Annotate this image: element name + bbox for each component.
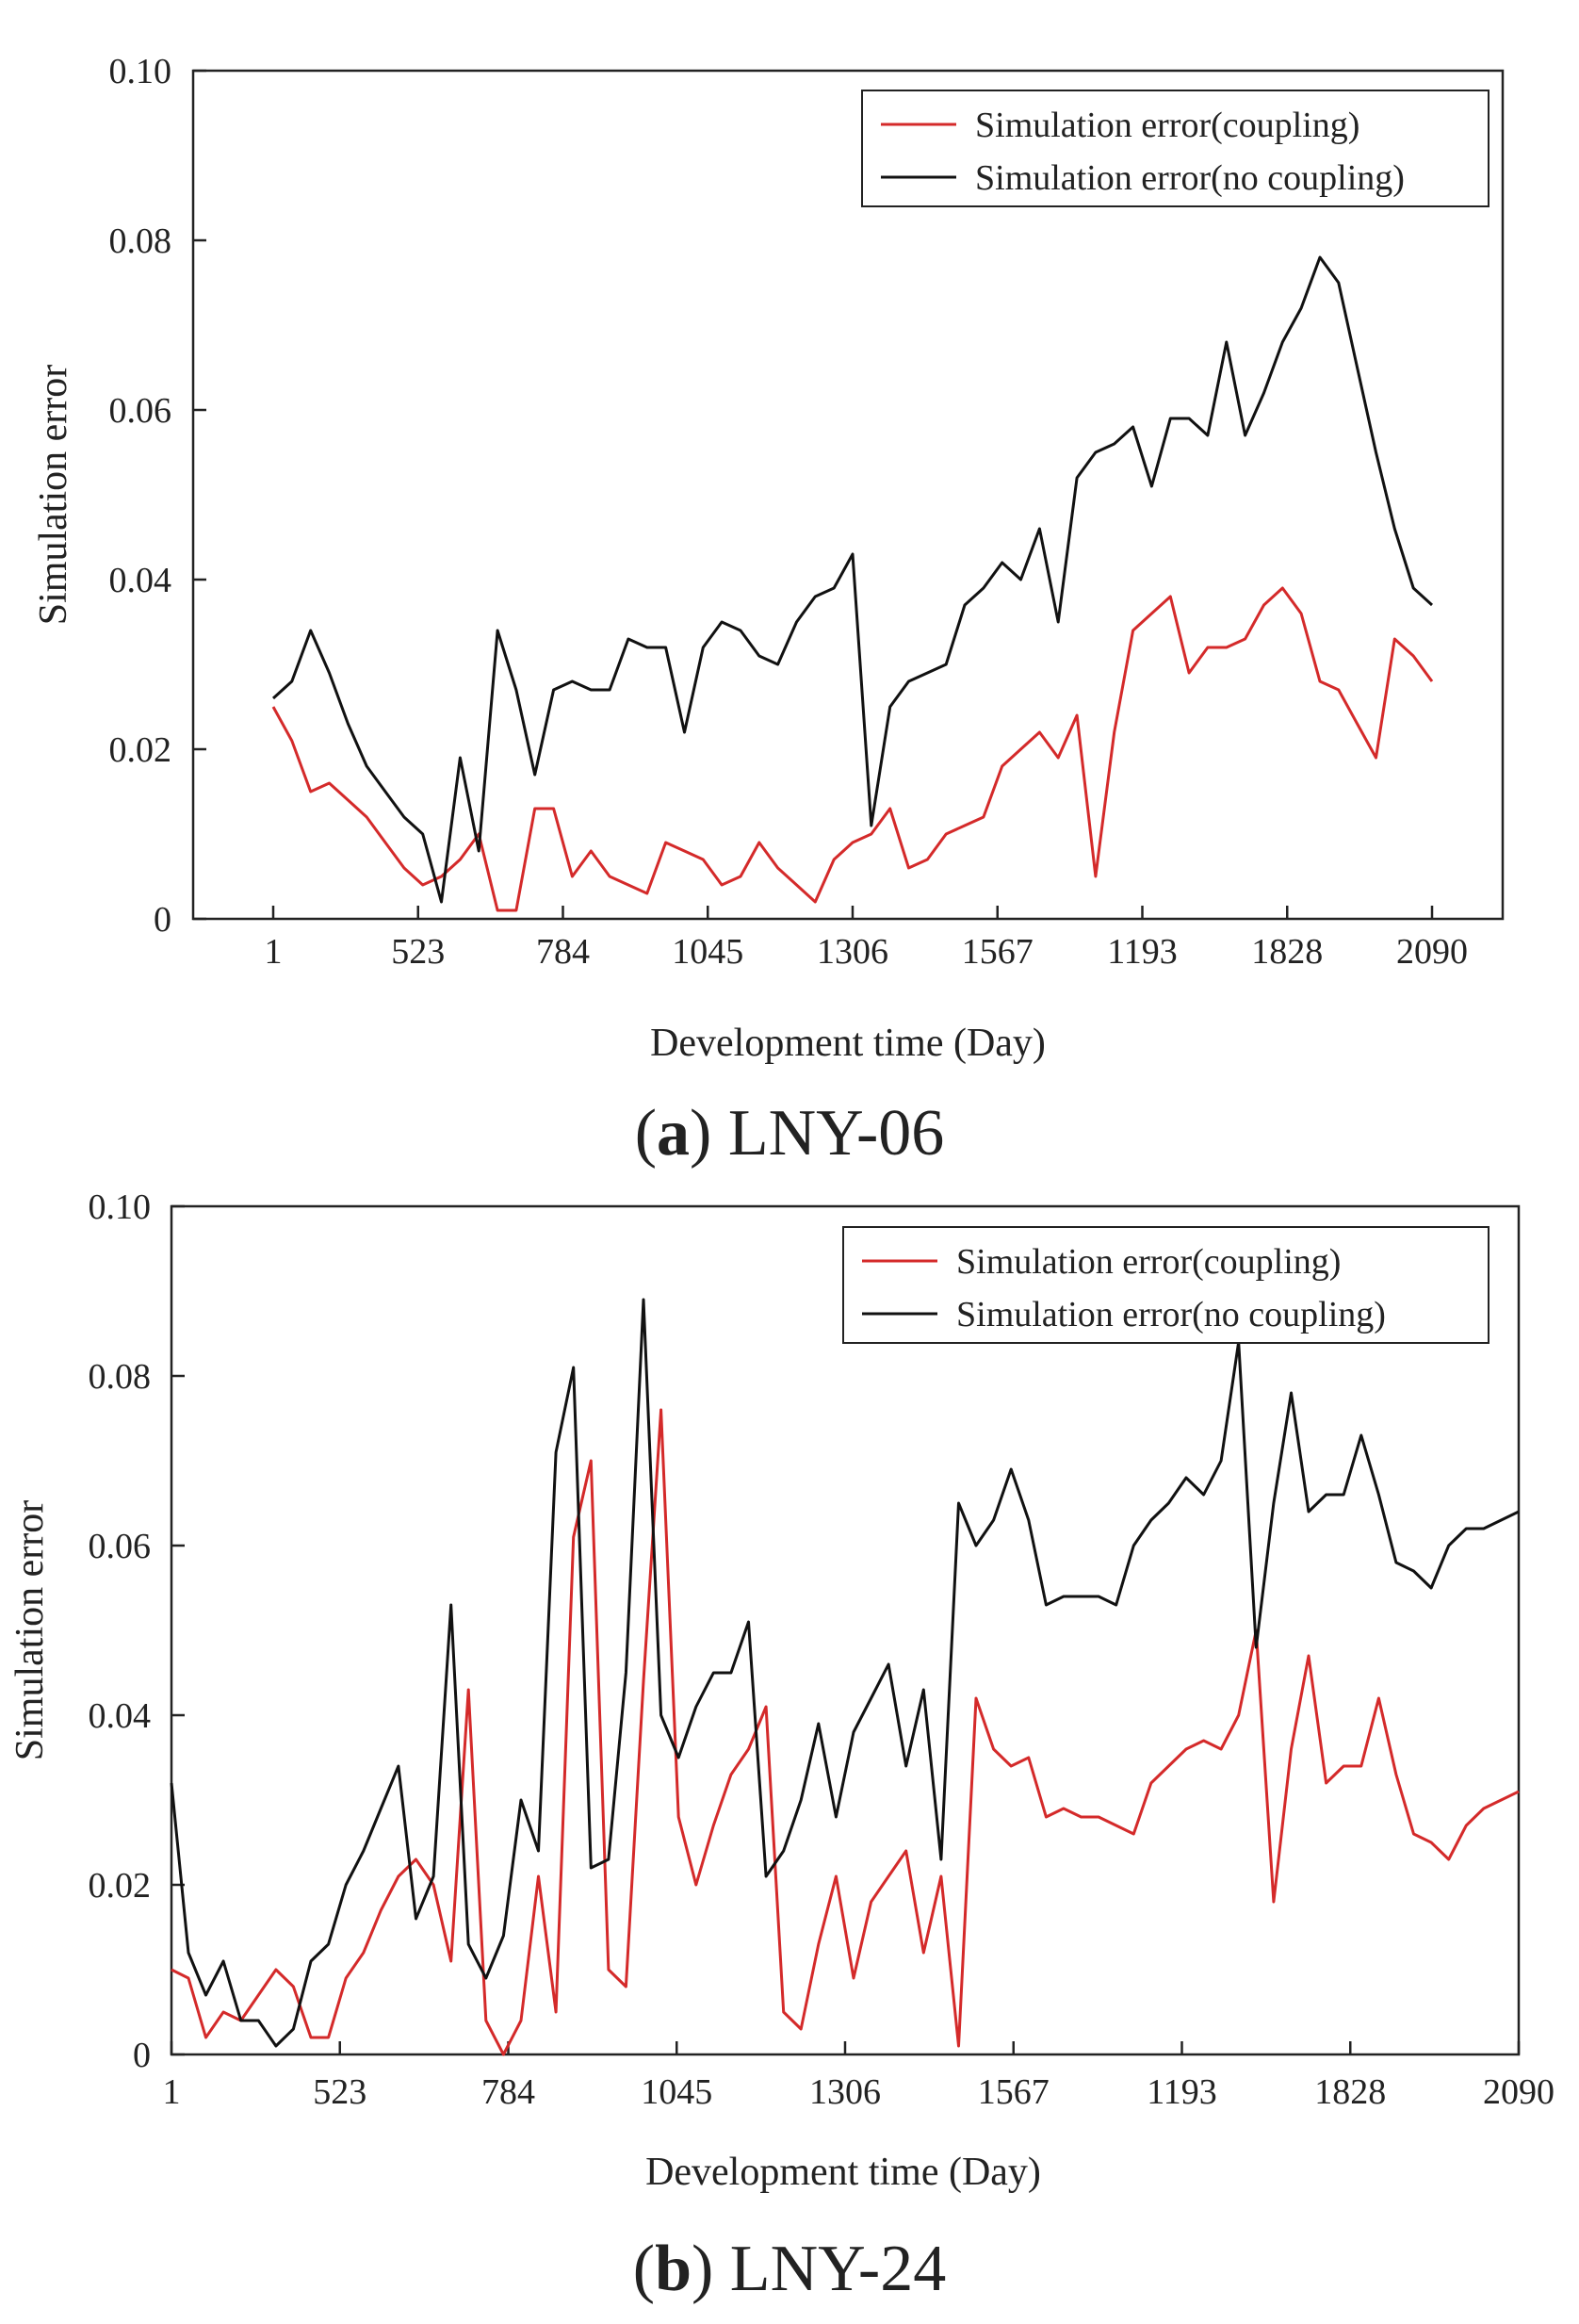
series-line-no-coupling — [170, 1298, 1520, 2048]
y-tick-label: 0.02 — [89, 1866, 152, 1906]
caption: (b) LNY-24 — [633, 2233, 946, 2305]
legend-label-no-coupling: Simulation error(no coupling) — [956, 1295, 1386, 1334]
y-tick-label: 0.06 — [109, 391, 172, 431]
chart-lny-06: 0 0.02 0.04 0.06 0.08 0.10 1 523 784 1045 1306 156… — [32, 52, 1505, 1170]
caption-rest: ) LNY-24 — [692, 2233, 946, 2305]
series-lines — [271, 255, 1434, 912]
x-tick-label: 1828 — [1251, 932, 1323, 972]
x-tick-label: 1 — [163, 2072, 181, 2112]
y-axis: 0 0.02 0.04 0.06 0.08 0.10 — [109, 52, 206, 940]
x-tick-label: 1828 — [1314, 2072, 1386, 2112]
caption-open: ( — [633, 2233, 655, 2305]
y-tick-label: 0.06 — [89, 1527, 152, 1566]
chart-lny-24: 0 0.02 0.04 0.06 0.08 0.10 1 523 784 1045 1306 156… — [8, 1187, 1555, 2305]
y-axis-title: Simulation error — [8, 1500, 52, 1760]
x-axis: 1 523 784 1045 1306 1567 1193 1828 2090 — [163, 2041, 1555, 2112]
legend-label-coupling: Simulation error(coupling) — [956, 1242, 1341, 1282]
y-tick-label: 0.10 — [109, 52, 172, 91]
legend: Simulation error(coupling) Simulation er… — [861, 90, 1489, 207]
y-tick-label: 0 — [133, 2036, 151, 2075]
x-tick-label: 523 — [391, 932, 445, 972]
legend: Simulation error(coupling) Simulation er… — [842, 1226, 1489, 1344]
series-line-coupling — [271, 586, 1434, 912]
x-tick-label: 523 — [313, 2072, 366, 2112]
caption-letter: b — [655, 2233, 692, 2305]
x-tick-label: 1045 — [641, 2072, 712, 2112]
x-tick-label: 1567 — [978, 2072, 1050, 2112]
x-axis: 1 523 784 1045 1306 1567 1193 1828 2090 — [265, 906, 1468, 972]
y-tick-label: 0.04 — [89, 1696, 152, 1736]
x-axis-title: Development time (Day) — [650, 1022, 1046, 1065]
y-tick-label: 0.04 — [109, 561, 172, 600]
caption-letter: a — [657, 1097, 690, 1170]
series-line-coupling — [171, 1408, 1520, 2056]
x-tick-label: 1306 — [809, 2072, 881, 2112]
y-axis: 0 0.02 0.04 0.06 0.08 0.10 — [89, 1187, 185, 2075]
y-tick-label: 0.10 — [89, 1187, 152, 1227]
x-tick-label: 784 — [481, 2072, 535, 2112]
y-tick-label: 0.08 — [109, 221, 172, 261]
y-tick-label: 0 — [154, 900, 171, 940]
legend-label-coupling: Simulation error(coupling) — [975, 106, 1359, 145]
x-tick-label: 784 — [536, 932, 590, 972]
plot-frame — [191, 69, 1505, 921]
x-tick-label: 1045 — [672, 932, 743, 972]
legend-label-no-coupling: Simulation error(no coupling) — [975, 158, 1405, 198]
x-axis-title: Development time (Day) — [645, 2151, 1041, 2194]
caption: (a) LNY-06 — [635, 1097, 945, 1170]
y-axis-title: Simulation error — [32, 365, 75, 625]
series-lines — [170, 1298, 1520, 2056]
x-tick-label: 2090 — [1483, 2072, 1555, 2112]
y-tick-label: 0.08 — [89, 1357, 152, 1397]
caption-open: ( — [635, 1097, 657, 1170]
series-line-no-coupling — [271, 255, 1434, 904]
caption-rest: ) LNY-06 — [690, 1097, 944, 1170]
legend-box — [842, 1226, 1489, 1344]
x-tick-label: 2090 — [1396, 932, 1468, 972]
x-tick-label: 1567 — [962, 932, 1034, 972]
legend-box — [861, 90, 1489, 207]
x-tick-label: 1193 — [1107, 932, 1178, 972]
y-tick-label: 0.02 — [109, 730, 172, 770]
x-tick-label: 1193 — [1147, 2072, 1217, 2112]
x-tick-label: 1306 — [817, 932, 888, 972]
x-tick-label: 1 — [265, 932, 283, 972]
